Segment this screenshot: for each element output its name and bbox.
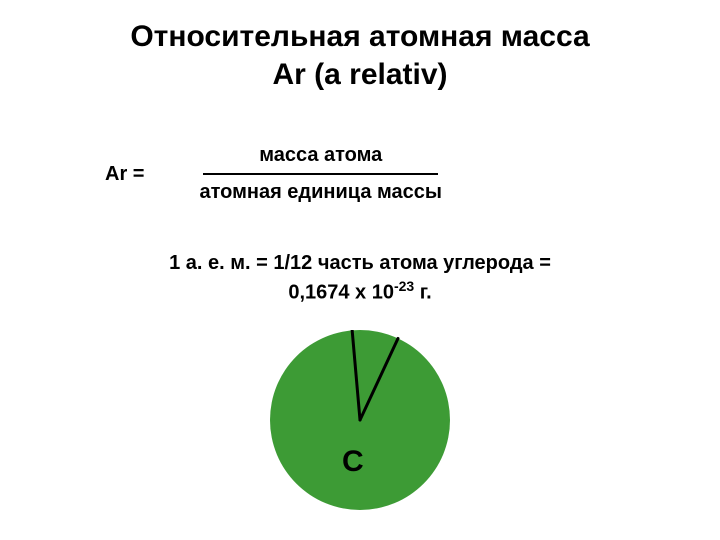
carbon-pie-diagram: С	[270, 330, 450, 510]
formula: Ar = масса атома атомная единица массы	[105, 138, 442, 210]
title-line1: Относительная атомная масса	[0, 18, 720, 56]
definition-line2: 0,1674 х 10-23 г.	[0, 277, 720, 307]
formula-fraction: масса атома атомная единица массы	[199, 138, 442, 210]
formula-lhs: Ar =	[105, 163, 144, 186]
title-line2: Ar (a relativ)	[0, 56, 720, 94]
pie-label: С	[342, 445, 364, 479]
definition-line1: 1 а. е. м. = 1/12 часть атома углерода =	[0, 250, 720, 277]
definition-text: 1 а. е. м. = 1/12 часть атома углерода =…	[0, 250, 720, 307]
page-title: Относительная атомная масса Ar (a relati…	[0, 0, 720, 93]
formula-denominator: атомная единица массы	[199, 175, 442, 210]
formula-numerator: масса атома	[259, 138, 382, 173]
pie-svg	[270, 330, 450, 510]
